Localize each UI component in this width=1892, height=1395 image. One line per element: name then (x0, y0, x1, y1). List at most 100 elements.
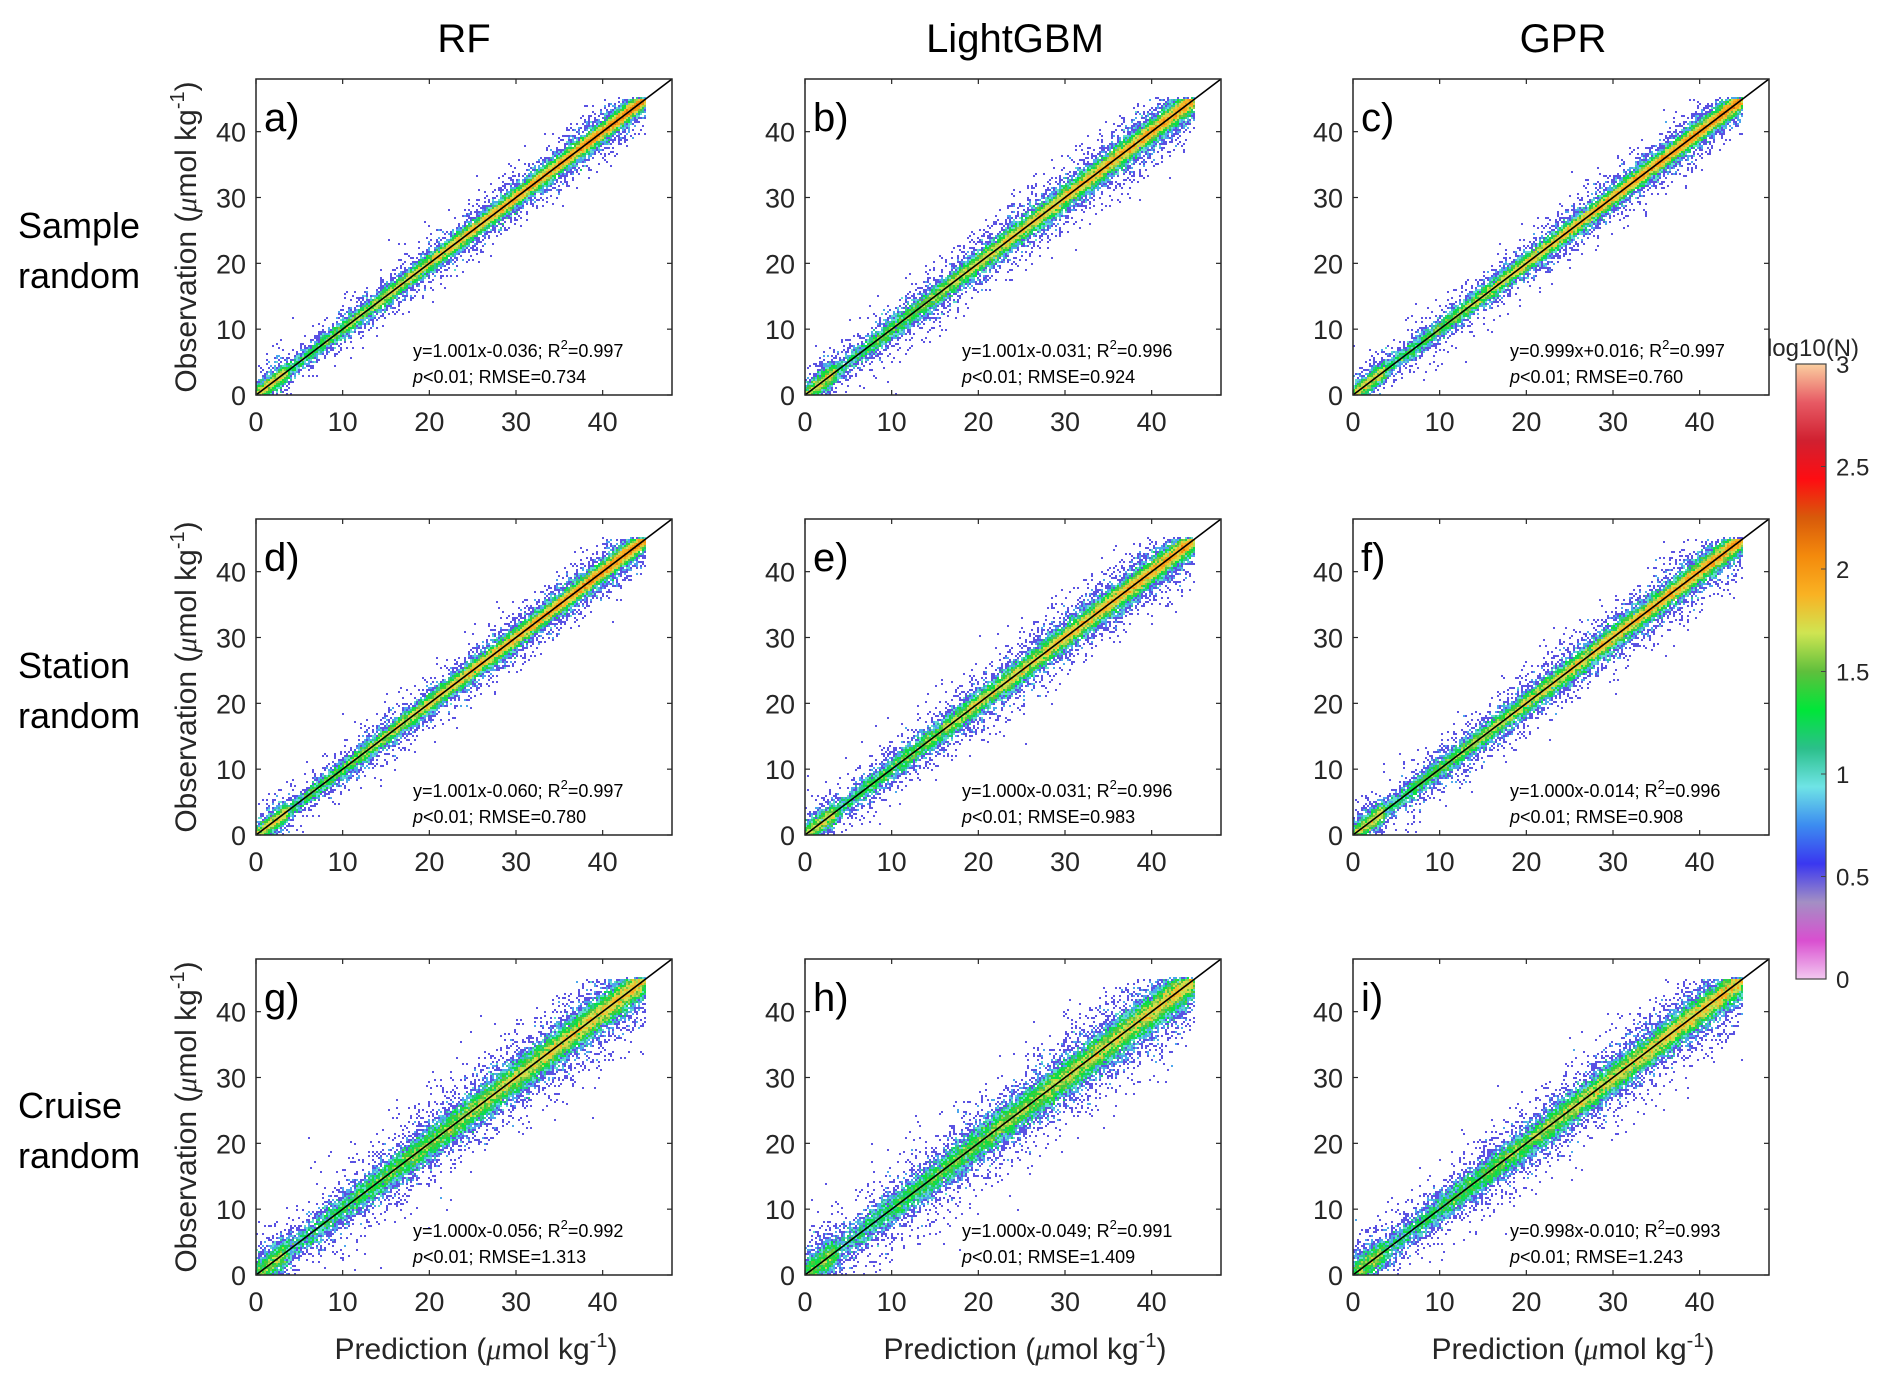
density-point (1085, 191, 1087, 193)
density-point (550, 189, 552, 191)
density-point (1149, 157, 1151, 159)
density-point (1081, 189, 1083, 191)
density-point (522, 201, 524, 203)
density-point (604, 99, 606, 101)
density-point (1087, 189, 1089, 191)
density-point (488, 213, 490, 215)
density-point (1099, 167, 1101, 169)
density-point (638, 121, 640, 123)
density-point (1051, 159, 1053, 161)
density-point (352, 325, 354, 327)
density-point (1131, 157, 1133, 159)
density-point (628, 123, 630, 125)
density-point (580, 155, 582, 157)
density-point (334, 355, 336, 357)
density-point (1147, 151, 1149, 153)
density-point (558, 149, 560, 151)
density-point (524, 183, 526, 185)
density-point (1031, 209, 1033, 211)
density-point (1073, 181, 1075, 183)
density-point (1081, 159, 1083, 161)
density-point (1125, 159, 1127, 161)
density-point (464, 249, 466, 251)
density-point (476, 231, 478, 233)
density-point (620, 125, 622, 127)
density-point (1043, 219, 1045, 221)
density-point (550, 185, 552, 187)
density-point (356, 321, 358, 323)
density-point (550, 183, 552, 185)
density-point (1109, 179, 1111, 181)
density-point (424, 277, 426, 279)
density-point (620, 105, 622, 107)
density-point (368, 301, 370, 303)
density-point (466, 239, 468, 241)
density-point (444, 257, 446, 259)
density-point (304, 335, 306, 337)
density-point (514, 189, 516, 191)
density-point (578, 155, 580, 157)
density-point (1133, 119, 1135, 121)
density-point (528, 181, 530, 183)
density-point (1081, 203, 1083, 205)
density-point (1073, 193, 1075, 195)
density-point (1021, 223, 1023, 225)
density-point (1181, 103, 1183, 105)
density-point (1105, 157, 1107, 159)
density-point (398, 275, 400, 277)
density-point (1105, 153, 1107, 155)
density-point (1119, 159, 1121, 161)
density-point (1049, 199, 1051, 201)
density-point (1153, 147, 1155, 149)
density-point (520, 217, 522, 219)
density-point (1151, 135, 1153, 137)
density-point (468, 215, 470, 217)
density-point (1079, 203, 1081, 205)
density-point (1125, 157, 1127, 159)
density-point (492, 217, 494, 219)
density-point (516, 199, 518, 201)
density-point (580, 159, 582, 161)
density-point (1121, 169, 1123, 171)
density-point (1083, 177, 1085, 179)
density-point (630, 135, 632, 137)
density-point (458, 231, 460, 233)
density-point (612, 135, 614, 137)
density-point (610, 133, 612, 135)
density-point (576, 153, 578, 155)
density-point (1051, 191, 1053, 193)
density-point (458, 235, 460, 237)
density-point (614, 137, 616, 139)
density-point (594, 149, 596, 151)
density-point (1189, 131, 1191, 133)
density-point (404, 267, 406, 269)
density-point (482, 227, 484, 229)
density-point (1149, 135, 1151, 137)
density-point (272, 387, 274, 389)
density-point (594, 129, 596, 131)
density-point (364, 295, 366, 297)
density-point (1111, 199, 1113, 201)
density-point (1075, 145, 1077, 147)
density-point (336, 317, 338, 319)
density-point (1019, 217, 1021, 219)
density-point (1175, 103, 1177, 105)
density-point (1115, 165, 1117, 167)
density-point (508, 177, 510, 179)
density-point (492, 227, 494, 229)
density-point (348, 331, 350, 333)
density-point (284, 379, 286, 381)
density-point (456, 275, 458, 277)
density-point (500, 193, 502, 195)
density-point (414, 261, 416, 263)
density-point (408, 311, 410, 313)
density-point (524, 173, 526, 175)
density-point (1135, 125, 1137, 127)
density-point (1041, 221, 1043, 223)
density-point (1153, 135, 1155, 137)
density-point (628, 131, 630, 133)
density-point (1107, 159, 1109, 161)
density-point (1045, 207, 1047, 209)
density-point (316, 375, 318, 377)
density-point (1099, 129, 1101, 131)
